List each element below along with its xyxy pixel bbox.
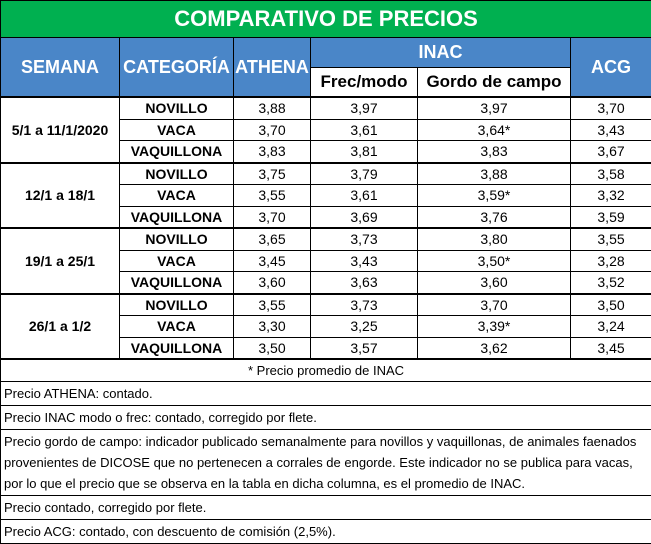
- price-cell: 3,55: [234, 294, 311, 316]
- price-cell: 3,45: [571, 337, 651, 359]
- price-cell: 3,57: [311, 337, 418, 359]
- page: COMPARATIVO DE PRECIOS SEMANA CATEGORÍA …: [0, 0, 651, 522]
- price-cell: 3,61: [311, 185, 418, 207]
- title: COMPARATIVO DE PRECIOS: [1, 1, 651, 38]
- category-cell: VAQUILLONA: [120, 272, 234, 294]
- price-cell: 3,62: [418, 337, 571, 359]
- price-cell: 3,43: [571, 119, 651, 141]
- note-row: Precio ACG: contado, con descuento de co…: [1, 520, 651, 544]
- price-cell: 3,70: [571, 97, 651, 119]
- price-cell: 3,97: [418, 97, 571, 119]
- footnote: * Precio promedio de INAC: [1, 359, 651, 382]
- price-cell: 3,55: [234, 185, 311, 207]
- price-cell: 3,70: [418, 294, 571, 316]
- note: Precio contado, corregido por flete.: [1, 496, 651, 520]
- category-cell: VAQUILLONA: [120, 141, 234, 163]
- header-row: SEMANA CATEGORÍA ATHENA INAC ACG: [1, 38, 651, 68]
- price-cell: 3,28: [571, 250, 651, 272]
- note-row: Precio ATHENA: contado.: [1, 382, 651, 406]
- price-cell: 3,88: [234, 97, 311, 119]
- price-cell: 3,30: [234, 316, 311, 338]
- price-cell: 3,50: [234, 337, 311, 359]
- col-subheader: Gordo de campo: [418, 68, 571, 98]
- category-cell: NOVILLO: [120, 294, 234, 316]
- price-cell: 3,50*: [418, 250, 571, 272]
- note: Precio ATHENA: contado.: [1, 382, 651, 406]
- week-cell: 19/1 a 25/1: [1, 228, 120, 294]
- note-row: Precio INAC modo o frec: contado, correg…: [1, 406, 651, 430]
- price-cell: 3,52: [571, 272, 651, 294]
- category-cell: NOVILLO: [120, 228, 234, 250]
- category-cell: NOVILLO: [120, 163, 234, 185]
- footnote-row: * Precio promedio de INAC: [1, 359, 651, 382]
- note: Precio gordo de campo: indicador publica…: [1, 430, 651, 496]
- col-header: ACG: [571, 38, 651, 98]
- price-cell: 3,80: [418, 228, 571, 250]
- price-cell: 3,79: [311, 163, 418, 185]
- col-header: SEMANA: [1, 38, 120, 98]
- price-cell: 3,67: [571, 141, 651, 163]
- price-cell: 3,60: [234, 272, 311, 294]
- price-cell: 3,73: [311, 294, 418, 316]
- category-cell: VACA: [120, 185, 234, 207]
- category-cell: VAQUILLONA: [120, 337, 234, 359]
- price-cell: 3,97: [311, 97, 418, 119]
- col-subheader: Frec/modo: [311, 68, 418, 98]
- price-cell: 3,24: [571, 316, 651, 338]
- price-cell: 3,76: [418, 206, 571, 228]
- category-cell: VAQUILLONA: [120, 206, 234, 228]
- price-cell: 3,83: [418, 141, 571, 163]
- price-cell: 3,70: [234, 206, 311, 228]
- note: Precio INAC modo o frec: contado, correg…: [1, 406, 651, 430]
- price-cell: 3,61: [311, 119, 418, 141]
- price-cell: 3,45: [234, 250, 311, 272]
- price-cell: 3,59*: [418, 185, 571, 207]
- price-cell: 3,32: [571, 185, 651, 207]
- price-cell: 3,50: [571, 294, 651, 316]
- price-cell: 3,60: [418, 272, 571, 294]
- price-cell: 3,81: [311, 141, 418, 163]
- category-cell: NOVILLO: [120, 97, 234, 119]
- price-cell: 3,39*: [418, 316, 571, 338]
- price-cell: 3,55: [571, 228, 651, 250]
- price-cell: 3,63: [311, 272, 418, 294]
- price-cell: 3,65: [234, 228, 311, 250]
- price-cell: 3,43: [311, 250, 418, 272]
- note-row: Precio contado, corregido por flete.: [1, 496, 651, 520]
- price-cell: 3,59: [571, 206, 651, 228]
- week-cell: 26/1 a 1/2: [1, 294, 120, 360]
- price-cell: 3,69: [311, 206, 418, 228]
- note: Precio ACG: contado, con descuento de co…: [1, 520, 651, 544]
- title-row: COMPARATIVO DE PRECIOS: [1, 1, 651, 38]
- category-cell: VACA: [120, 119, 234, 141]
- note-row: Precio gordo de campo: indicador publica…: [1, 430, 651, 496]
- price-cell: 3,73: [311, 228, 418, 250]
- col-header: ATHENA: [234, 38, 311, 98]
- col-header: CATEGORÍA: [120, 38, 234, 98]
- col-header: INAC: [311, 38, 571, 68]
- category-cell: VACA: [120, 316, 234, 338]
- price-cell: 3,64*: [418, 119, 571, 141]
- price-cell: 3,88: [418, 163, 571, 185]
- price-cell: 3,83: [234, 141, 311, 163]
- price-cell: 3,25: [311, 316, 418, 338]
- week-cell: 12/1 a 18/1: [1, 163, 120, 229]
- week-cell: 5/1 a 11/1/2020: [1, 97, 120, 163]
- price-cell: 3,75: [234, 163, 311, 185]
- category-cell: VACA: [120, 250, 234, 272]
- price-cell: 3,70: [234, 119, 311, 141]
- price-cell: 3,58: [571, 163, 651, 185]
